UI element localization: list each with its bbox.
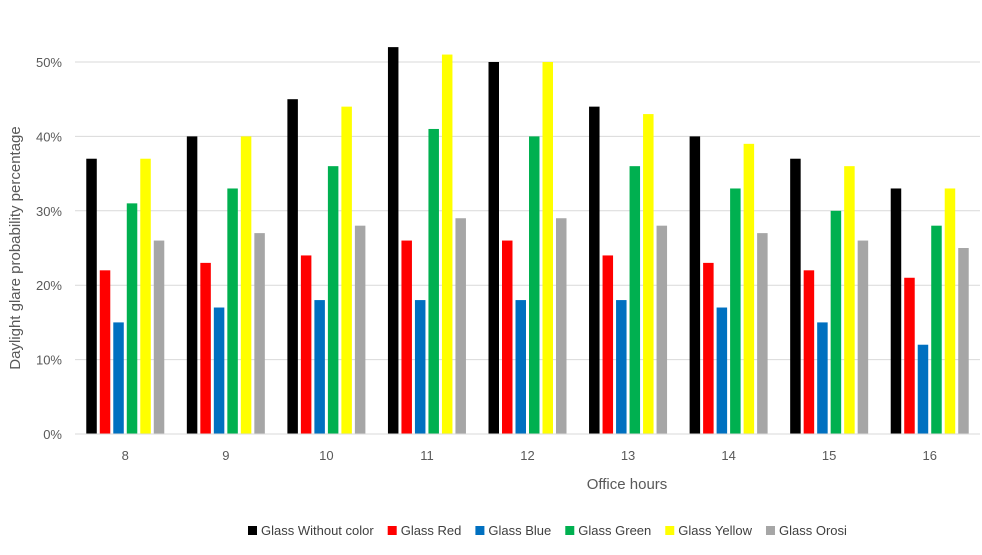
bar bbox=[643, 114, 654, 434]
bar bbox=[917, 344, 929, 434]
y-tick-label: 10% bbox=[36, 353, 62, 368]
bar bbox=[730, 188, 741, 434]
legend-swatch bbox=[387, 526, 397, 535]
x-tick-label: 13 bbox=[621, 448, 635, 463]
bar bbox=[529, 136, 540, 434]
y-tick-label: 0% bbox=[43, 427, 62, 442]
bar bbox=[515, 300, 526, 434]
bar bbox=[931, 225, 942, 434]
gridlines bbox=[75, 61, 980, 361]
legend-swatch bbox=[475, 526, 485, 535]
bar bbox=[455, 218, 466, 434]
x-tick-label: 15 bbox=[822, 448, 836, 463]
bars bbox=[86, 47, 969, 435]
bar bbox=[656, 225, 668, 434]
bar bbox=[300, 255, 312, 434]
bar bbox=[414, 300, 426, 434]
bar bbox=[327, 166, 339, 434]
bar bbox=[126, 203, 138, 434]
bar bbox=[830, 210, 842, 434]
bar bbox=[958, 248, 969, 434]
bar bbox=[803, 270, 815, 434]
legend-label: Glass Without color bbox=[261, 523, 374, 538]
bar bbox=[153, 240, 165, 434]
bar bbox=[904, 277, 915, 434]
x-tick-label: 14 bbox=[721, 448, 735, 463]
legend-swatch bbox=[765, 526, 775, 535]
bar bbox=[99, 270, 111, 434]
bar bbox=[757, 233, 768, 434]
bar bbox=[817, 322, 828, 434]
bar bbox=[844, 166, 855, 434]
bar bbox=[227, 188, 238, 434]
bar bbox=[140, 158, 151, 434]
bar bbox=[86, 158, 97, 434]
bar bbox=[200, 262, 211, 434]
bar bbox=[401, 240, 412, 434]
bar bbox=[113, 322, 124, 434]
bar bbox=[556, 218, 567, 434]
bar bbox=[944, 188, 956, 434]
x-axis-title: Office hours bbox=[587, 476, 668, 493]
legend-label: Glass Green bbox=[578, 523, 651, 538]
bar bbox=[790, 158, 801, 434]
legend-swatch bbox=[248, 526, 257, 535]
y-tick-label: 40% bbox=[36, 129, 62, 144]
bar bbox=[186, 136, 198, 434]
bar bbox=[602, 255, 614, 434]
y-tick-label: 30% bbox=[36, 204, 62, 219]
bar bbox=[240, 136, 252, 434]
bar bbox=[387, 47, 399, 435]
bar bbox=[703, 262, 714, 434]
bar bbox=[542, 62, 553, 434]
bar bbox=[890, 188, 902, 434]
x-axis-ticks: 8 9 10 11 12 13 14 15 16 bbox=[122, 448, 937, 463]
bar bbox=[502, 240, 513, 434]
bar bbox=[314, 300, 325, 434]
bar bbox=[254, 233, 265, 434]
bar bbox=[213, 307, 225, 434]
x-tick-label: 16 bbox=[922, 448, 936, 463]
bar bbox=[589, 106, 600, 434]
legend-label: Glass Blue bbox=[488, 523, 551, 538]
bar bbox=[488, 62, 499, 434]
bar bbox=[629, 166, 641, 434]
bar bbox=[857, 240, 869, 434]
legend-swatch bbox=[665, 526, 675, 535]
bar bbox=[689, 136, 701, 434]
x-tick-label: 9 bbox=[222, 448, 229, 463]
x-tick-label: 11 bbox=[420, 448, 434, 463]
y-axis-ticks: 0% 10% 20% 30% 40% 50% bbox=[36, 55, 62, 442]
bar bbox=[716, 307, 728, 434]
bar bbox=[341, 106, 352, 434]
y-axis-title: Daylight glare probability percentage bbox=[7, 126, 24, 369]
bar bbox=[428, 128, 439, 434]
legend-label: Glass Red bbox=[401, 523, 462, 538]
bar bbox=[354, 225, 366, 434]
legend-label: Glass Orosi bbox=[779, 523, 847, 538]
bar bbox=[616, 300, 627, 434]
x-tick-label: 12 bbox=[520, 448, 534, 463]
y-tick-label: 50% bbox=[36, 55, 62, 70]
legend-swatch bbox=[565, 526, 575, 535]
y-tick-label: 20% bbox=[36, 278, 62, 293]
legend: Glass Without color Glass Red Glass Blue Gl… bbox=[248, 523, 847, 538]
x-tick-label: 10 bbox=[319, 448, 333, 463]
bar bbox=[287, 99, 298, 434]
legend-label: Glass Yellow bbox=[678, 523, 752, 538]
x-tick-label: 8 bbox=[122, 448, 129, 463]
bar bbox=[441, 54, 453, 435]
bar bbox=[743, 143, 755, 434]
